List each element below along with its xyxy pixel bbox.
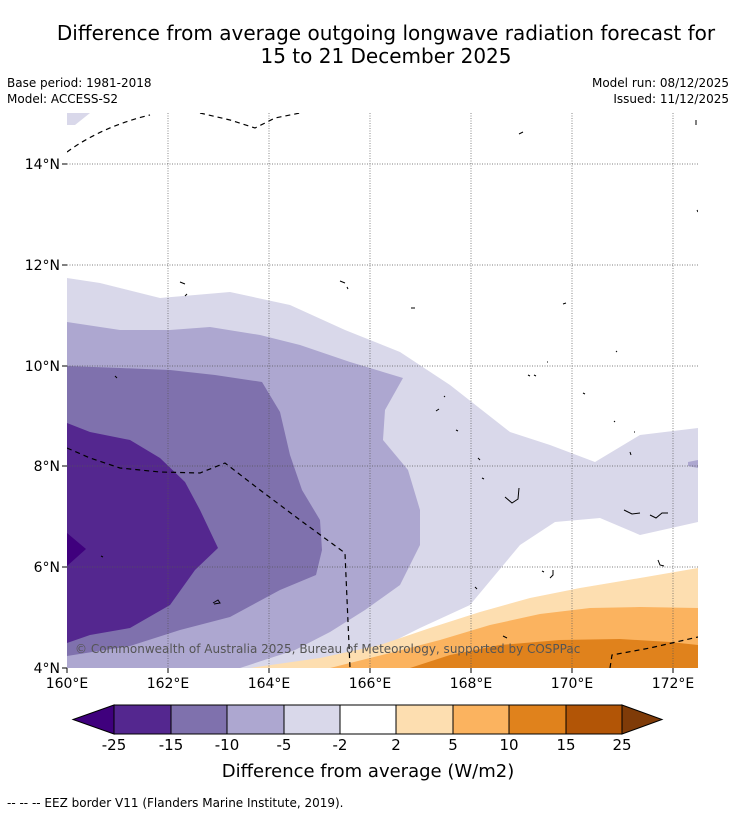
colorbar-tick-label: -5 [276,736,292,754]
lat-label-8n: 8°N [34,459,60,475]
lon-label-166e: 166°E [349,676,392,692]
lon-label-160e: 160°E [46,676,89,692]
lon-label-170e: 170°E [551,676,594,692]
contour-patch-top [67,113,90,125]
eez-footnote: -- -- -- EEZ border V11 (Flanders Marine… [7,796,344,810]
model-name: Model: ACCESS-S2 [7,92,119,106]
lat-labels: 14°N 12°N 10°N 8°N 6°N 4°N [25,157,60,677]
colorbar-tick-label: 25 [612,736,632,754]
lon-label-172e: 172°E [652,676,695,692]
colorbar-bin-10-15 [508,704,567,735]
model-run: Model run: 08/12/2025 [591,76,729,90]
colorbar-bin-minus5-minus2 [283,704,341,735]
eez-border [67,113,698,668]
colorbar-extend-low [71,704,115,735]
chart-title-line2: 15 to 21 December 2025 [260,44,512,68]
contour-band-below-minus25 [67,533,86,566]
colorbar [71,704,664,735]
colorbar-tick-label: -15 [158,736,184,754]
lat-label-6n: 6°N [34,560,60,576]
base-period: Base period: 1981-2018 [7,76,152,90]
chart-title: Difference from average outgoing longwav… [40,22,732,68]
map-panel [67,113,698,668]
colorbar-tick-label: -10 [214,736,240,754]
colorbar-bin-minus15-minus10 [170,704,228,735]
chart-title-line1: Difference from average outgoing longwav… [56,21,716,45]
lat-label-4n: 4°N [34,661,60,677]
colorbar-tick-label: 5 [448,736,458,754]
contour-band-minus15-to-minus25 [67,423,218,643]
islands [100,120,698,639]
gridlines [67,113,698,668]
colorbar-tick-label: 2 [391,736,401,754]
lon-label-164e: 164°E [248,676,291,692]
lon-labels: 160°E 162°E 164°E 166°E 168°E 170°E 172°… [46,676,695,692]
colorbar-bin-2-5 [395,704,454,735]
colorbar-tick-label: -25 [101,736,127,754]
colorbar-tick-label: -2 [332,736,348,754]
lat-label-14n: 14°N [25,157,60,173]
meta-left: Base period: 1981-2018 Model: ACCESS-S2 [7,75,152,107]
lat-label-12n: 12°N [25,258,60,274]
colorbar-title: Difference from average (W/m2) [221,761,515,782]
meta-right: Model run: 08/12/2025 Issued: 11/12/2025 [592,75,729,107]
lon-label-168e: 168°E [450,676,493,692]
copyright-notice: © Commonwealth of Australia 2025, Bureau… [75,642,580,656]
lon-label-162e: 162°E [147,676,190,692]
lat-label-10n: 10°N [25,359,60,375]
colorbar-bin-minus25-minus15 [113,704,172,735]
colorbar-bin-minus10-minus5 [226,704,285,735]
colorbar-tick-label: 10 [499,736,519,754]
axis-ticks [62,163,674,673]
issued-date: Issued: 11/12/2025 [613,92,729,106]
colorbar-bin-minus2-2 [339,704,397,735]
contour-band-10-to-15 [410,639,698,668]
colorbar-bin-15-25 [565,704,623,735]
colorbar-tick-label: 15 [556,736,576,754]
colorbar-bin-5-10 [452,704,510,735]
colorbar-extend-high [621,704,664,735]
